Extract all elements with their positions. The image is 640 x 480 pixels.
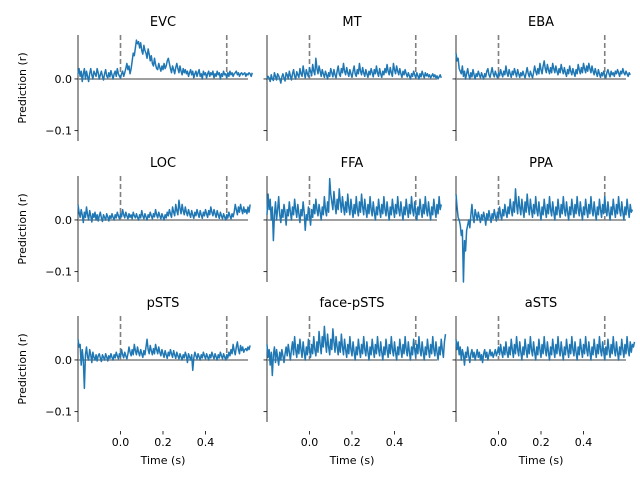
panel-title: aSTS (525, 296, 557, 311)
x-tick-label: 0.0 (301, 436, 319, 449)
series-line (455, 52, 631, 80)
y-axis-label: Prediction (r) (16, 193, 29, 264)
x-tick-label: 0.4 (197, 436, 215, 449)
y-axis-label: Prediction (r) (16, 333, 29, 404)
x-axis-label: Time (s) (518, 454, 564, 467)
series-line (77, 39, 253, 83)
panel-title: PPA (529, 156, 553, 171)
series-line (455, 335, 636, 366)
panel-title: EVC (150, 15, 176, 30)
x-tick-label: 0.2 (532, 436, 550, 449)
panel-face-psts: face-pSTS 0.0 0.2 0.4 Time (s) (263, 296, 447, 467)
panel-title: EBA (528, 15, 554, 30)
panel-title: FFA (341, 156, 364, 171)
panel-title: face-pSTS (319, 296, 384, 311)
panel-title: LOC (150, 156, 176, 171)
y-tick-label: −0.1 (45, 266, 72, 279)
panel-loc: LOC 0.0 −0.1 Prediction (r) (16, 156, 251, 282)
series-line (455, 188, 634, 283)
panel-title: MT (342, 15, 361, 30)
series-line (266, 325, 447, 377)
series-line (266, 57, 442, 84)
series-line (77, 199, 251, 224)
y-tick-label: −0.1 (45, 406, 72, 419)
series-line (266, 177, 442, 242)
x-axis-label: Time (s) (329, 454, 375, 467)
x-tick-label: 0.4 (575, 436, 593, 449)
y-tick-label: 0.0 (55, 354, 73, 367)
y-tick-label: 0.0 (55, 214, 73, 227)
y-tick-label: 0.0 (55, 73, 73, 86)
panel-mt: MT (263, 15, 442, 141)
x-tick-label: 0.0 (490, 436, 508, 449)
panel-evc: EVC 0.0 −0.1 Prediction (r) (16, 15, 253, 141)
panel-psts: pSTS 0.0 −0.1 0.0 0.2 0.4 Time (s) Prediction (… (16, 296, 251, 467)
x-tick-label: 0.4 (386, 436, 404, 449)
x-tick-label: 0.2 (154, 436, 172, 449)
panel-ppa: PPA (452, 156, 634, 283)
panel-eba: EBA (452, 15, 631, 141)
x-tick-label: 0.0 (112, 436, 130, 449)
series-line (77, 338, 251, 390)
panel-ffa: FFA (263, 156, 442, 282)
y-axis-label: Prediction (r) (16, 52, 29, 123)
panel-title: pSTS (147, 296, 180, 311)
x-tick-label: 0.2 (343, 436, 361, 449)
panel-asts: aSTS 0.0 0.2 0.4 Time (s) (452, 296, 636, 467)
y-tick-label: −0.1 (45, 125, 72, 138)
x-axis-label: Time (s) (140, 454, 186, 467)
